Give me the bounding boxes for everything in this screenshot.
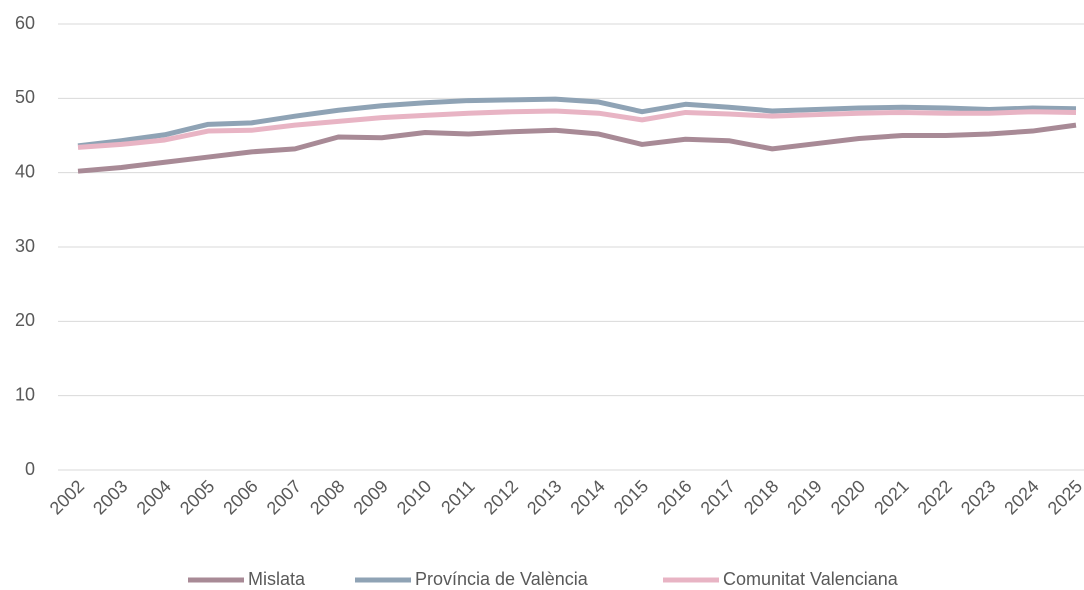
y-tick-label: 0: [25, 459, 35, 479]
x-tick-label: 2016: [653, 476, 695, 518]
x-tick-label: 2015: [610, 476, 652, 518]
x-tick-label: 2002: [46, 476, 88, 518]
legend-label: Comunitat Valenciana: [723, 569, 899, 589]
x-tick-label: 2017: [697, 476, 739, 518]
x-tick-label: 2007: [263, 476, 305, 518]
x-tick-label: 2003: [89, 476, 131, 518]
series-line: [77, 122, 1077, 174]
series-line: [77, 108, 1077, 150]
x-tick-label: 2011: [437, 476, 479, 518]
x-tick-label: 2025: [1044, 476, 1084, 518]
x-tick-label: 2024: [1000, 476, 1042, 518]
x-tick-label: 2012: [480, 476, 522, 518]
x-tick-label: 2005: [176, 476, 218, 518]
x-tick-label: 2021: [870, 476, 912, 518]
y-tick-label: 60: [15, 13, 35, 33]
y-tick-label: 10: [15, 384, 35, 404]
x-tick-label: 2020: [827, 476, 869, 518]
x-tick-label: 2010: [393, 476, 435, 518]
x-tick-label: 2006: [219, 476, 261, 518]
y-tick-label: 40: [15, 161, 35, 181]
y-tick-label: 20: [15, 310, 35, 330]
legend-label: Província de València: [415, 569, 589, 589]
x-tick-label: 2014: [566, 476, 608, 518]
x-tick-label: 2009: [349, 476, 391, 518]
x-tick-label: 2019: [783, 476, 825, 518]
x-tick-label: 2022: [914, 476, 956, 518]
x-tick-label: 2023: [957, 476, 999, 518]
series-line: [77, 96, 1077, 149]
y-tick-label: 50: [15, 87, 35, 107]
x-tick-label: 2008: [306, 476, 348, 518]
x-tick-label: 2018: [740, 476, 782, 518]
x-tick-label: 2013: [523, 476, 565, 518]
x-tick-label: 2004: [133, 476, 175, 518]
legend-label: Mislata: [248, 569, 306, 589]
y-tick-label: 30: [15, 236, 35, 256]
